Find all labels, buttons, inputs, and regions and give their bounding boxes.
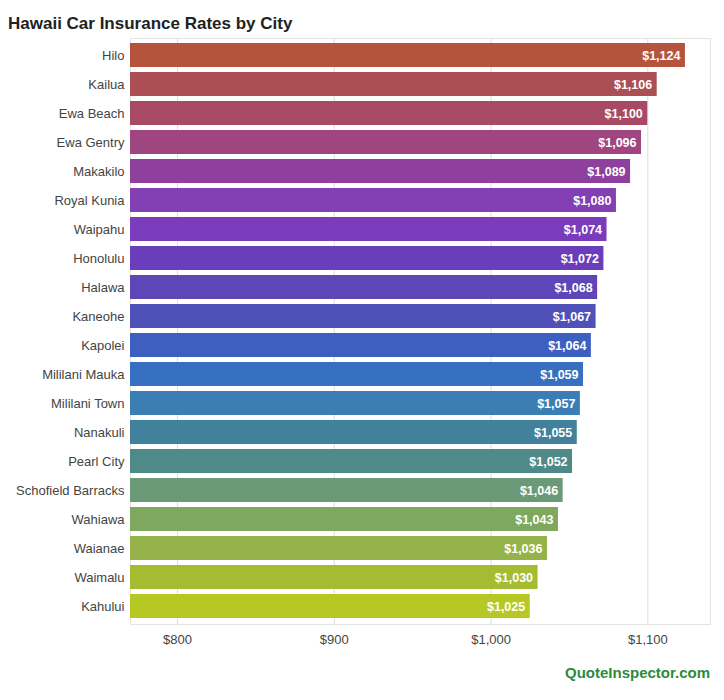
svg-text:$1,046: $1,046: [520, 484, 558, 498]
svg-text:Mililani Mauka: Mililani Mauka: [42, 367, 125, 382]
svg-text:Mililani Town: Mililani Town: [51, 396, 124, 411]
svg-text:$1,074: $1,074: [564, 223, 602, 237]
svg-text:Kaneohe: Kaneohe: [72, 309, 124, 324]
svg-text:$1,043: $1,043: [515, 513, 553, 527]
svg-text:$1,100: $1,100: [628, 632, 668, 647]
svg-text:$1,064: $1,064: [548, 339, 586, 353]
svg-text:Ewa Gentry: Ewa Gentry: [57, 135, 125, 150]
svg-text:$1,030: $1,030: [495, 571, 533, 585]
svg-text:$800: $800: [163, 632, 192, 647]
html-text:QuoteInspector.com: QuoteInspector.com: [565, 664, 710, 681]
svg-text:Waipahu: Waipahu: [74, 222, 125, 237]
svg-text:Schofield Barracks: Schofield Barracks: [16, 483, 125, 498]
svg-text:$1,000: $1,000: [471, 632, 511, 647]
svg-text:$1,100: $1,100: [605, 107, 643, 121]
svg-text:Nanakuli: Nanakuli: [74, 425, 125, 440]
svg-text:$1,067: $1,067: [553, 310, 591, 324]
svg-text:Waimalu: Waimalu: [74, 570, 124, 585]
svg-text:Hilo: Hilo: [102, 48, 124, 63]
svg-text:$1,059: $1,059: [540, 368, 578, 382]
svg-text:Makakilo: Makakilo: [73, 164, 124, 179]
svg-text:$1,096: $1,096: [598, 136, 636, 150]
svg-text:Royal Kunia: Royal Kunia: [54, 193, 125, 208]
svg-text:$1,052: $1,052: [529, 455, 567, 469]
svg-text:Halawa: Halawa: [81, 280, 125, 295]
svg-text:$1,055: $1,055: [534, 426, 572, 440]
svg-text:Ewa Beach: Ewa Beach: [59, 106, 125, 121]
svg-text:Kailua: Kailua: [88, 77, 125, 92]
svg-text:$1,089: $1,089: [587, 165, 625, 179]
svg-text:Pearl City: Pearl City: [68, 454, 125, 469]
svg-text:$900: $900: [320, 632, 349, 647]
svg-text:$1,072: $1,072: [561, 252, 599, 266]
svg-text:$1,068: $1,068: [554, 281, 592, 295]
svg-text:$1,036: $1,036: [504, 542, 542, 556]
svg-text:$1,080: $1,080: [573, 194, 611, 208]
svg-text:$1,057: $1,057: [537, 397, 575, 411]
svg-text:Honolulu: Honolulu: [73, 251, 124, 266]
html-text:Hawaii Car Insurance Rates by: Hawaii Car Insurance Rates by City: [8, 14, 293, 33]
svg-text:$1,106: $1,106: [614, 78, 652, 92]
svg-text:$1,124: $1,124: [642, 49, 680, 63]
svg-text:Wahiawa: Wahiawa: [72, 512, 126, 527]
svg-text:Kapolei: Kapolei: [81, 338, 124, 353]
svg-text:Kahului: Kahului: [81, 599, 124, 614]
svg-text:Waianae: Waianae: [74, 541, 125, 556]
svg-text:$1,025: $1,025: [487, 600, 525, 614]
